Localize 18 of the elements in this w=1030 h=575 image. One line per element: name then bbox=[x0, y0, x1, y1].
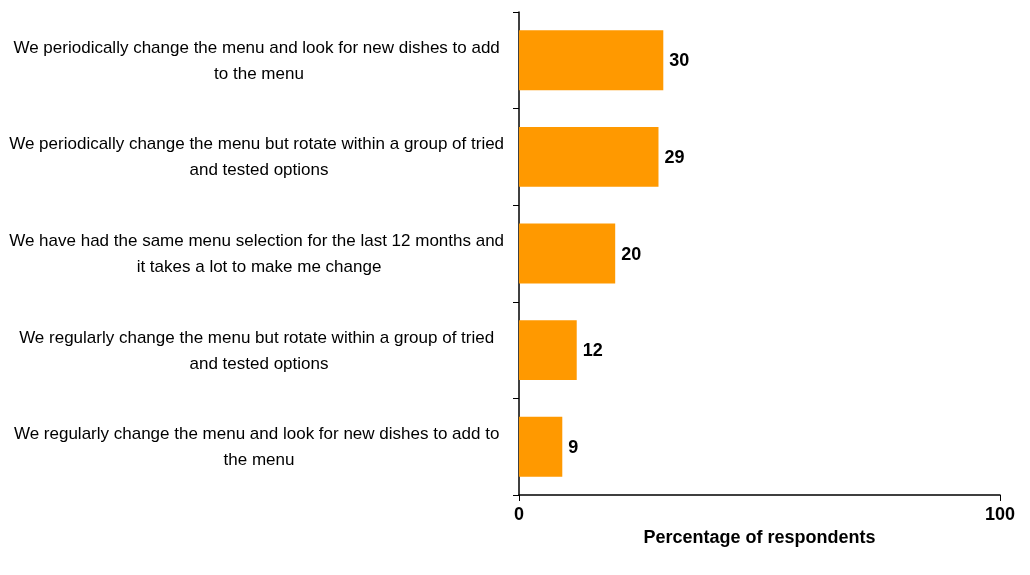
data-label: 20 bbox=[621, 243, 642, 264]
x-tick-label: 100 bbox=[984, 504, 1016, 524]
bar bbox=[519, 30, 664, 91]
data-label: 9 bbox=[568, 436, 579, 457]
bar bbox=[519, 223, 616, 284]
bar bbox=[519, 320, 577, 381]
data-label: 12 bbox=[582, 340, 603, 361]
x-tick-label: 0 bbox=[513, 504, 525, 524]
x-axis-title: Percentage of respondents bbox=[643, 526, 876, 547]
y-tick-label: We regularly change the menu but rotate within a group of tried and tested options bbox=[19, 327, 499, 373]
y-tick-label: We have had the same menu selection for the last 12 months and it takes a lot to make me change bbox=[9, 231, 509, 276]
y-tick-label: We regularly change the menu and look for new dishes to add to the menu bbox=[13, 424, 505, 470]
y-tick-label: We periodically change the menu but rotate within a group of tried and tested options bbox=[9, 134, 509, 180]
data-label: 29 bbox=[664, 146, 685, 167]
data-label: 30 bbox=[669, 50, 690, 71]
bar bbox=[519, 416, 563, 477]
y-tick-label: We periodically change the menu and look for new dishes to add to the menu bbox=[13, 37, 505, 83]
bar bbox=[519, 126, 659, 187]
